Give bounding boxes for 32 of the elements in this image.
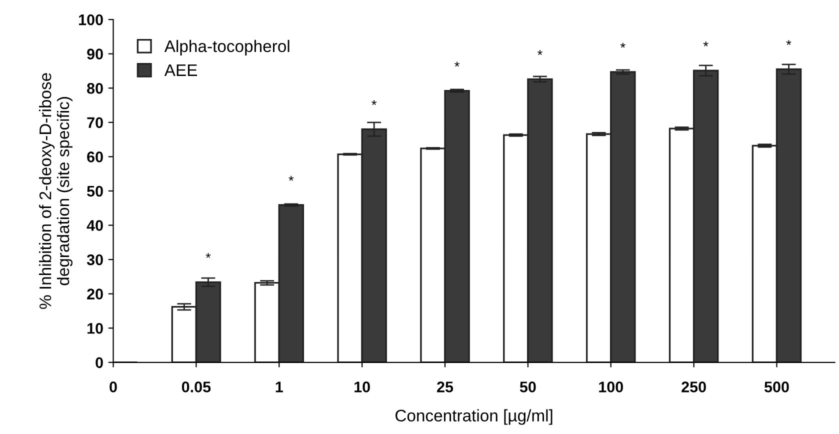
y-tick-label: 90 (87, 48, 103, 60)
x-tick-label: 0 (110, 382, 117, 392)
annotation: * (288, 176, 294, 181)
y-tick-label: 30 (86, 254, 103, 266)
x-axis-title: Concentration [µg/ml] (396, 409, 552, 425)
y-tick-label: 40 (86, 220, 103, 231)
legend-label: Alpha-tocopherol (164, 40, 290, 56)
y-axis-title: % Inhibition of 2-deoxy-D-ribose degradation (site specific) (39, 73, 72, 309)
y-tick-label: 60 (87, 152, 103, 162)
annotation: * (620, 42, 626, 48)
x-tick-label: 1 (276, 382, 283, 392)
y-tick-label: 100 (79, 14, 103, 26)
y-tick-label: 80 (87, 82, 103, 94)
y-tick-label: 0 (96, 357, 103, 368)
legend-label: AEE (164, 64, 197, 76)
annotation: * (206, 253, 211, 258)
x-tick-label: 100 (599, 382, 623, 392)
annotation: * (537, 50, 542, 55)
x-tick-label: 500 (764, 382, 789, 392)
x-tick-label: 25 (437, 382, 454, 392)
x-tick-label: 10 (354, 382, 370, 392)
x-tick-label: 50 (520, 382, 536, 392)
x-tick-label: 250 (682, 382, 706, 392)
annotation: * (372, 100, 377, 106)
y-tick-label: 10 (88, 322, 103, 334)
annotation: * (786, 40, 792, 46)
y-tick-label: 20 (87, 288, 103, 300)
annotation: * (703, 42, 708, 46)
y-tick-label: 50 (87, 186, 103, 197)
annotation: * (454, 62, 460, 67)
x-tick-label: 0.05 (182, 382, 211, 392)
y-tick-label: 70 (87, 117, 103, 128)
